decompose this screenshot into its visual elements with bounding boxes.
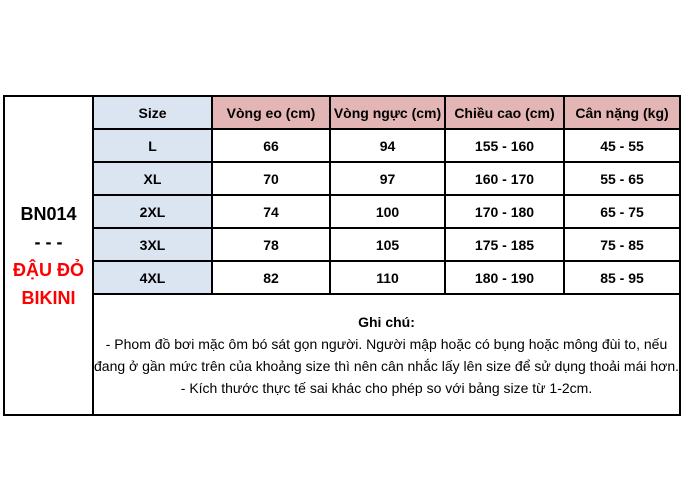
weight-value: 55 - 65 <box>563 161 681 196</box>
size-value: XL <box>92 161 213 196</box>
bust-value: 94 <box>329 128 446 163</box>
weight-value: 75 - 85 <box>563 227 681 262</box>
size-value: 2XL <box>92 194 213 229</box>
height-value: 170 - 180 <box>444 194 565 229</box>
height-value: 155 - 160 <box>444 128 565 163</box>
weight-value: 65 - 75 <box>563 194 681 229</box>
product-separator: - - - <box>34 231 63 252</box>
product-name-line2: BIKINI <box>21 287 76 308</box>
table-row-3xl: 3XL 78 105 175 - 185 75 - 85 <box>4 227 681 262</box>
notes-title: Ghi chú: <box>358 313 415 330</box>
bust-value: 110 <box>329 260 446 295</box>
size-value: 4XL <box>92 260 213 295</box>
product-name-line1: ĐẬU ĐỎ <box>13 259 84 280</box>
height-value: 160 - 170 <box>444 161 565 196</box>
column-header-bust: Vòng ngực (cm) <box>329 95 446 130</box>
weight-value: 85 - 95 <box>563 260 681 295</box>
notes-line-tolerance: - Kích thước thực tế sai khác cho phép s… <box>180 379 593 396</box>
notes-line-fit: - Phom đồ bơi mặc ôm bó sát gọn người. N… <box>94 335 680 374</box>
height-value: 180 - 190 <box>444 260 565 295</box>
bust-value: 97 <box>329 161 446 196</box>
header-row: BN014 - - - ĐẬU ĐỎ BIKINI Size Vòng eo (… <box>3 95 681 416</box>
column-header-size: Size <box>92 95 213 130</box>
waist-value: 70 <box>211 161 331 196</box>
waist-value: 66 <box>211 128 331 163</box>
product-code: BN014 <box>20 203 77 224</box>
table-row-l: L 66 94 155 - 160 45 - 55 <box>4 128 681 163</box>
bust-value: 100 <box>329 194 446 229</box>
product-label-cell: BN014 - - - ĐẬU ĐỎ BIKINI <box>3 95 94 416</box>
column-header-height: Chiều cao (cm) <box>444 95 565 130</box>
size-chart-table: BN014 - - - ĐẬU ĐỎ BIKINI Size Vòng eo (… <box>3 95 681 416</box>
bust-value: 105 <box>329 227 446 262</box>
notes-cell: Ghi chú: - Phom đồ bơi mặc ôm bó sát gọn… <box>92 293 681 416</box>
height-value: 175 - 185 <box>444 227 565 262</box>
size-value: 3XL <box>92 227 213 262</box>
column-header-weight: Cân nặng (kg) <box>563 95 681 130</box>
waist-value: 82 <box>211 260 331 295</box>
notes-row: Ghi chú: - Phom đồ bơi mặc ôm bó sát gọn… <box>4 293 681 416</box>
table-row-xl: XL 70 97 160 - 170 55 - 65 <box>4 161 681 196</box>
table-row-4xl: 4XL 82 110 180 - 190 85 - 95 <box>4 260 681 295</box>
waist-value: 78 <box>211 227 331 262</box>
size-value: L <box>92 128 213 163</box>
column-header-waist: Vòng eo (cm) <box>211 95 331 130</box>
waist-value: 74 <box>211 194 331 229</box>
table-row-2xl: 2XL 74 100 170 - 180 65 - 75 <box>4 194 681 229</box>
weight-value: 45 - 55 <box>563 128 681 163</box>
